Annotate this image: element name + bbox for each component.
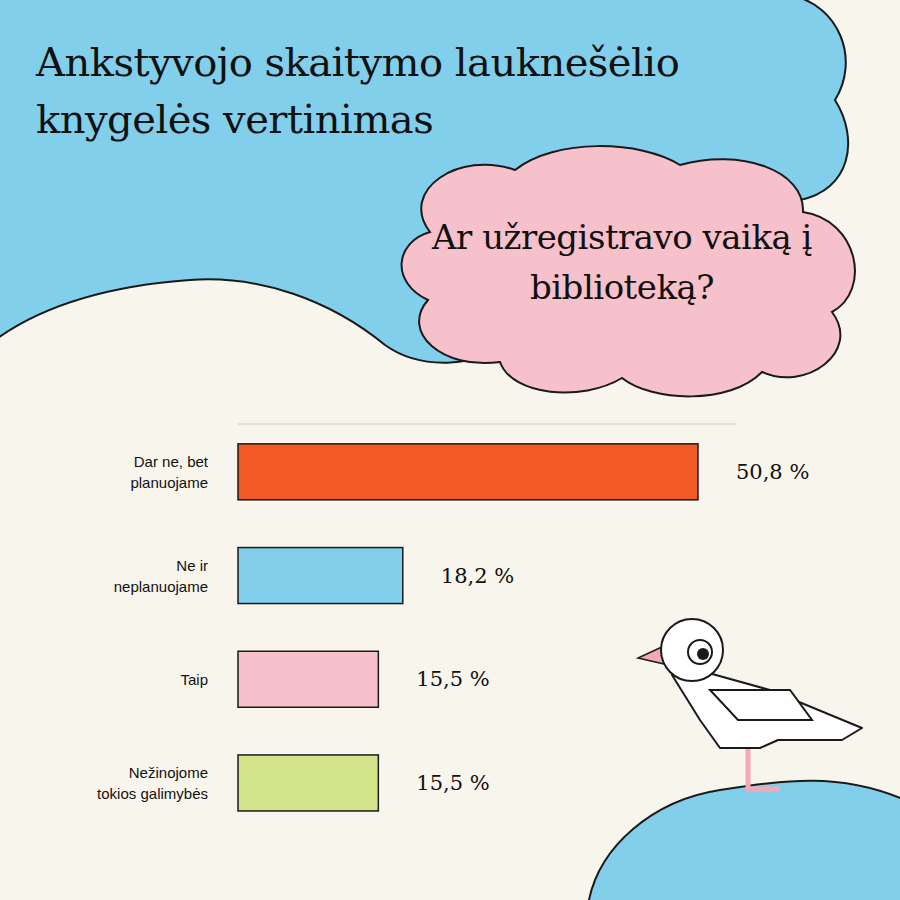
- title: Ankstyvojo skaitymo lauknešėlio knygelės…: [36, 34, 856, 148]
- bar: [238, 444, 698, 500]
- category-label: Dar ne, bet planuojame: [86, 451, 208, 493]
- bird-foot: [746, 787, 780, 792]
- data-label: 15,5 %: [416, 771, 489, 795]
- data-label: 50,8 %: [736, 460, 809, 484]
- bird-head: [661, 619, 723, 681]
- bar: [238, 548, 403, 604]
- bar: [238, 651, 378, 707]
- bird-body: [672, 672, 862, 748]
- data-label: 18,2 %: [441, 564, 514, 588]
- x-range-line: [238, 424, 736, 425]
- bird-eye: [688, 640, 712, 664]
- cloud-pink: [402, 146, 855, 396]
- category-label: Nežinojome tokios galimybės: [86, 762, 208, 804]
- bars: [238, 444, 698, 811]
- cloud-bottom: [588, 781, 900, 900]
- data-label: 15,5 %: [416, 667, 489, 691]
- bar: [238, 755, 378, 811]
- bird-leg: [746, 742, 751, 790]
- page: {"chart_data": {"type": "bar", "orientat…: [0, 0, 900, 900]
- bird-wing: [710, 690, 812, 720]
- subtitle: Ar užregistravo vaiką į biblioteką?: [427, 212, 817, 312]
- category-label: Ne ir neplanuojame: [86, 555, 208, 597]
- bird: [638, 619, 862, 790]
- bird-pupil: [697, 648, 709, 660]
- category-label: Taip: [180, 669, 208, 690]
